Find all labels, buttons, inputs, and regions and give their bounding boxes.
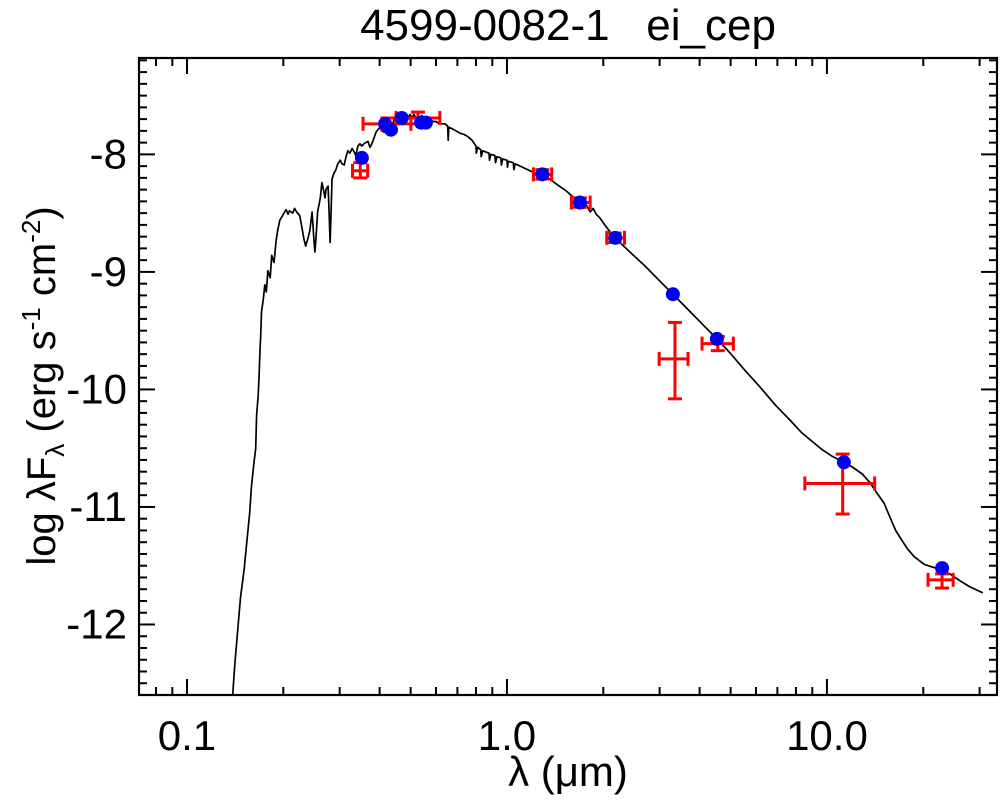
y-label-subscript: λ	[40, 443, 70, 457]
y-label-prefix: log λF	[20, 456, 64, 566]
photometry-points	[354, 110, 950, 576]
photometry-point	[354, 150, 369, 165]
photometry-point	[665, 287, 680, 302]
y-tick-label: -12	[66, 600, 127, 647]
photometry-point	[709, 331, 724, 346]
y-label-superscript-1: -1	[16, 307, 46, 331]
photometry-point	[935, 561, 950, 576]
axis-ticks	[139, 58, 997, 696]
photometry-point	[608, 230, 623, 245]
y-label-suffix: )	[20, 206, 64, 220]
x-tick-label: 0.1	[158, 712, 216, 759]
photometry-point	[535, 167, 550, 182]
photometry-point	[572, 195, 587, 210]
chart-title: 4599-0082-1 ei_cep	[360, 1, 776, 50]
y-label-superscript-2: -2	[16, 219, 46, 243]
photometry-point	[418, 115, 433, 130]
y-tick-label: -9	[90, 248, 127, 295]
model-curve	[231, 112, 984, 696]
photometry-point	[394, 110, 409, 125]
x-axis-label-text: λ (μm)	[508, 748, 628, 795]
x-tick-label: 1.0	[478, 712, 536, 759]
y-tick-label: -8	[90, 130, 127, 177]
y-tick-label: -11	[69, 483, 127, 530]
x-axis-label: λ (μm)	[139, 748, 997, 796]
tick-labels: 0.1 1.0 10.0 -8 -9 -10 -11 -12	[66, 130, 868, 759]
x-tick-label: 10.0	[786, 712, 868, 759]
photometry-point	[383, 122, 398, 137]
axes-frame	[137, 56, 999, 697]
photometry-point	[836, 455, 851, 470]
y-axis-label: log λFλ (erg s-1 cm-2)	[7, 36, 70, 736]
y-label-mid2: cm	[20, 242, 64, 308]
y-label-mid1: (erg s	[20, 330, 64, 444]
y-tick-label: -10	[66, 365, 127, 412]
error-bars	[350, 110, 955, 590]
